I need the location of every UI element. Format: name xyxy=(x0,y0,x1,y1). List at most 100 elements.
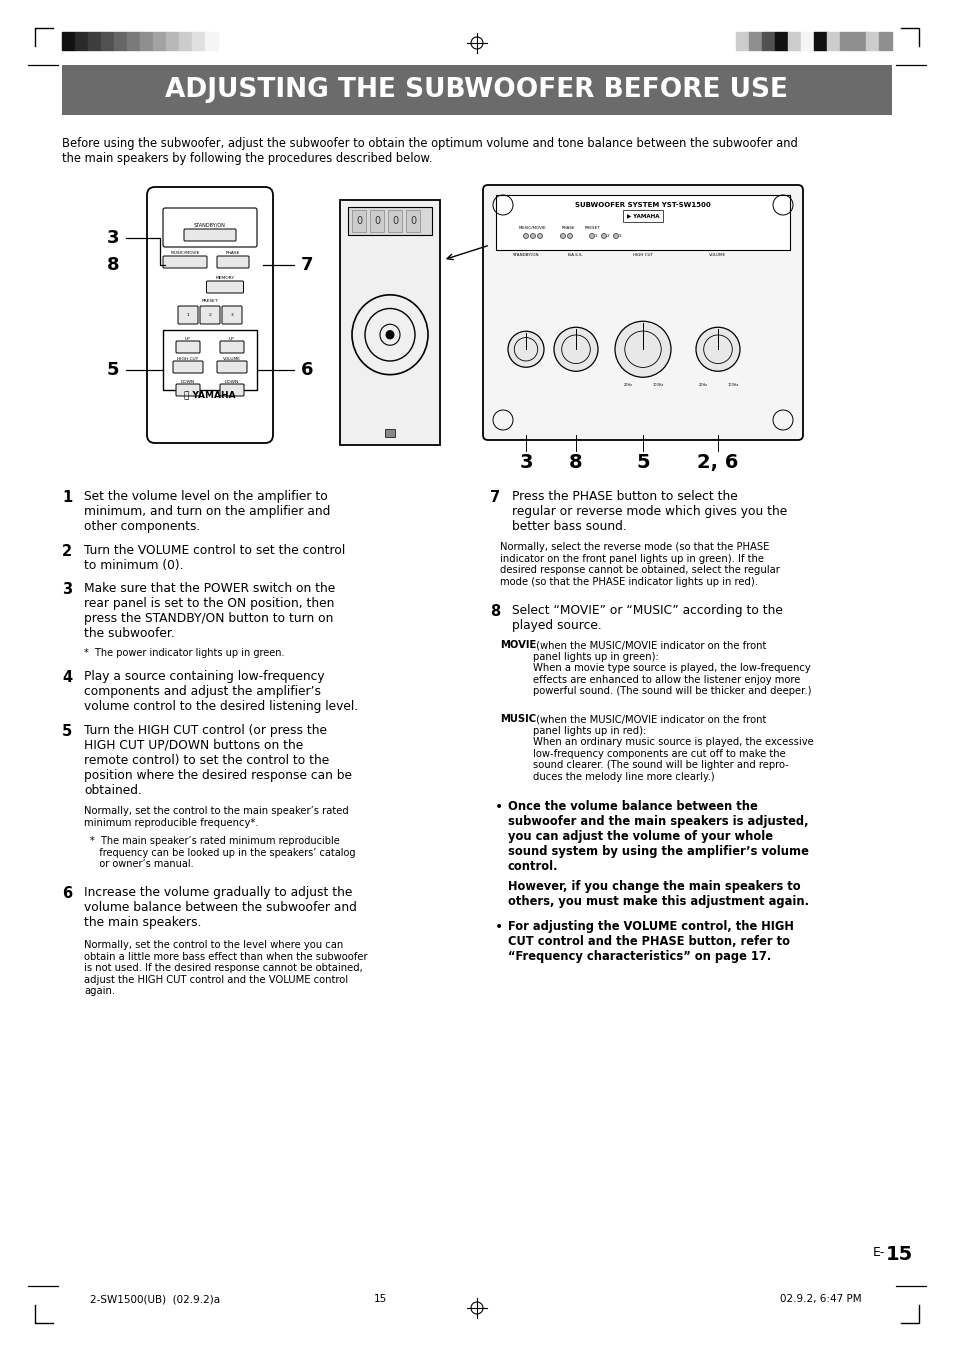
FancyBboxPatch shape xyxy=(222,305,242,324)
Text: Once the volume balance between the
subwoofer and the main speakers is adjusted,: Once the volume balance between the subw… xyxy=(507,800,808,873)
Text: 5: 5 xyxy=(636,453,649,471)
Bar xyxy=(801,32,813,50)
Text: UP: UP xyxy=(229,336,234,340)
Bar xyxy=(75,32,88,50)
Text: 02.9.2, 6:47 PM: 02.9.2, 6:47 PM xyxy=(780,1294,862,1304)
Bar xyxy=(813,32,826,50)
Text: 8: 8 xyxy=(490,604,499,619)
Bar xyxy=(62,32,75,50)
Text: 2, 6: 2, 6 xyxy=(697,453,738,471)
Text: B.A.S.S.: B.A.S.S. xyxy=(567,253,583,257)
Text: However, if you change the main speakers to
others, you must make this adjustmen: However, if you change the main speakers… xyxy=(507,880,808,908)
FancyBboxPatch shape xyxy=(163,255,207,267)
Text: Turn the HIGH CUT control (or press the
HIGH CUT UP/DOWN buttons on the
remote c: Turn the HIGH CUT control (or press the … xyxy=(84,724,352,797)
Bar xyxy=(735,32,748,50)
Text: 3: 3 xyxy=(62,582,72,597)
Circle shape xyxy=(523,234,528,239)
Text: 4: 4 xyxy=(62,670,72,685)
Text: Set the volume level on the amplifier to
minimum, and turn on the amplifier and
: Set the volume level on the amplifier to… xyxy=(84,490,330,534)
Bar xyxy=(192,32,205,50)
FancyBboxPatch shape xyxy=(220,384,244,396)
Text: 0: 0 xyxy=(392,216,397,226)
Bar xyxy=(88,32,101,50)
Text: Press the PHASE button to select the
regular or reverse mode which gives you the: Press the PHASE button to select the reg… xyxy=(512,490,786,534)
Bar xyxy=(496,195,789,250)
Bar xyxy=(352,209,366,232)
Text: 5: 5 xyxy=(107,361,119,380)
Text: MUSIC/MOVIE: MUSIC/MOVIE xyxy=(171,251,199,255)
FancyBboxPatch shape xyxy=(216,361,247,373)
Bar xyxy=(774,32,787,50)
Text: Before using the subwoofer, adjust the subwoofer to obtain the optimum volume an: Before using the subwoofer, adjust the s… xyxy=(62,136,797,150)
Bar xyxy=(113,32,127,50)
Circle shape xyxy=(560,234,565,239)
Bar xyxy=(127,32,140,50)
Text: Make sure that the POWER switch on the
rear panel is set to the ON position, the: Make sure that the POWER switch on the r… xyxy=(84,582,335,640)
Text: PHASE: PHASE xyxy=(226,251,240,255)
FancyBboxPatch shape xyxy=(172,361,203,373)
Bar xyxy=(101,32,113,50)
Bar xyxy=(152,32,166,50)
FancyBboxPatch shape xyxy=(200,305,220,324)
Text: E-: E- xyxy=(872,1247,884,1259)
Text: 3: 3 xyxy=(518,453,532,471)
Text: STANDBY/ON: STANDBY/ON xyxy=(512,253,538,257)
FancyBboxPatch shape xyxy=(178,305,198,324)
Text: Normally, set the control to the main speaker’s rated
minimum reproducible frequ: Normally, set the control to the main sp… xyxy=(84,807,349,828)
Text: 3: 3 xyxy=(231,313,233,317)
Text: 1: 1 xyxy=(62,490,72,505)
Text: 8: 8 xyxy=(107,255,119,274)
Text: 8: 8 xyxy=(569,453,582,471)
Bar xyxy=(163,330,256,390)
Bar xyxy=(62,65,891,115)
Bar xyxy=(406,209,419,232)
Text: 100Hz: 100Hz xyxy=(652,384,663,388)
Bar xyxy=(852,32,865,50)
Text: HIGH CUT: HIGH CUT xyxy=(177,357,198,361)
Text: 7: 7 xyxy=(490,490,499,505)
Text: DOWN: DOWN xyxy=(225,380,239,384)
Circle shape xyxy=(567,234,572,239)
FancyBboxPatch shape xyxy=(184,230,235,240)
FancyBboxPatch shape xyxy=(206,281,243,293)
Text: 2: 2 xyxy=(209,313,212,317)
Text: 6: 6 xyxy=(62,886,72,901)
Text: MUSIC/MOVIE: MUSIC/MOVIE xyxy=(518,226,546,230)
Text: 15: 15 xyxy=(885,1246,912,1265)
Text: 20Hz: 20Hz xyxy=(698,384,707,388)
Text: Normally, select the reverse mode (so that the PHASE
indicator on the front pane: Normally, select the reverse mode (so th… xyxy=(499,542,779,586)
Text: 2: 2 xyxy=(606,234,609,238)
Ellipse shape xyxy=(507,331,543,367)
Circle shape xyxy=(601,234,606,239)
Text: Turn the VOLUME control to set the control
to minimum (0).: Turn the VOLUME control to set the contr… xyxy=(84,544,345,571)
FancyBboxPatch shape xyxy=(163,208,256,247)
Text: 1: 1 xyxy=(594,234,597,238)
FancyBboxPatch shape xyxy=(482,185,802,440)
Text: ▶ YAMAHA: ▶ YAMAHA xyxy=(626,213,659,219)
Text: 0: 0 xyxy=(355,216,362,226)
Bar xyxy=(179,32,192,50)
Bar xyxy=(865,32,878,50)
Bar xyxy=(205,32,218,50)
Circle shape xyxy=(589,234,594,239)
Bar xyxy=(826,32,840,50)
Text: MEMORY: MEMORY xyxy=(215,276,234,280)
Bar xyxy=(385,430,395,436)
Bar xyxy=(348,207,432,235)
Text: Play a source containing low-frequency
components and adjust the amplifier’s
vol: Play a source containing low-frequency c… xyxy=(84,670,357,713)
FancyBboxPatch shape xyxy=(175,384,200,396)
Text: MOVIE: MOVIE xyxy=(499,640,536,650)
Ellipse shape xyxy=(696,327,740,372)
Ellipse shape xyxy=(554,327,598,372)
Bar xyxy=(622,209,662,222)
Bar xyxy=(140,32,152,50)
Text: 7: 7 xyxy=(300,255,313,274)
Text: (when the MUSIC/MOVIE indicator on the front
panel lights up in green):
When a m: (when the MUSIC/MOVIE indicator on the f… xyxy=(533,640,811,696)
Text: Select “MOVIE” or “MUSIC” according to the
played source.: Select “MOVIE” or “MUSIC” according to t… xyxy=(512,604,782,632)
Text: VOLUME: VOLUME xyxy=(223,357,241,361)
Text: PHASE: PHASE xyxy=(560,226,575,230)
Text: STANDBY/ON: STANDBY/ON xyxy=(193,223,226,227)
Text: 0: 0 xyxy=(374,216,379,226)
Text: 3: 3 xyxy=(107,230,119,247)
Text: Normally, set the control to the level where you can
obtain a little more bass e: Normally, set the control to the level w… xyxy=(84,940,367,997)
